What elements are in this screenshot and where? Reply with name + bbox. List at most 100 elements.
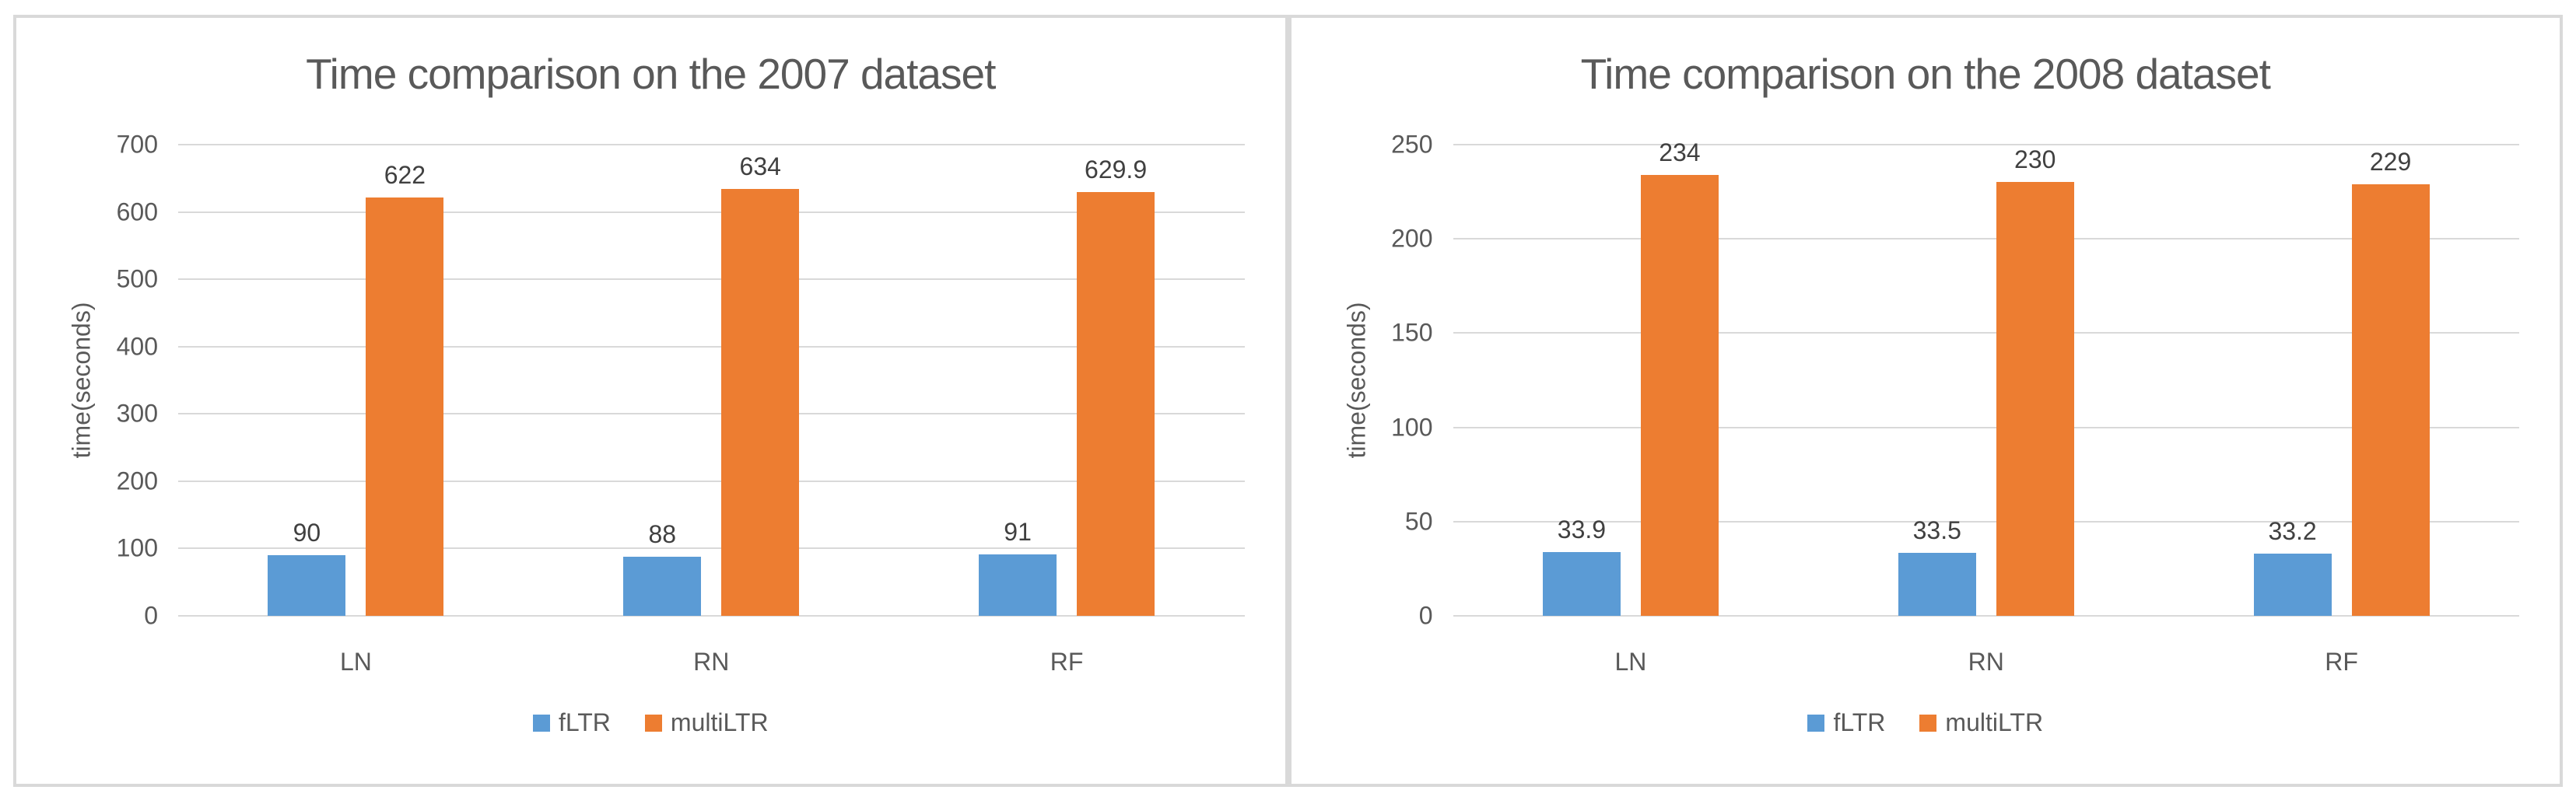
bar-value-label: 629.9 — [1085, 155, 1148, 184]
bar-multiltr — [1996, 182, 2074, 616]
chart-title: Time comparison on the 2008 dataset — [1580, 50, 2271, 98]
bar-value-label: 229 — [2369, 147, 2412, 176]
bar-cluster-rn: 33.5 230 — [1898, 145, 2074, 616]
bar-slot: 90 — [268, 145, 346, 616]
y-axis-title: time(seconds) — [67, 302, 96, 459]
legend-item-multiltr: multiLTR — [644, 708, 769, 737]
y-tick-label: 300 — [116, 399, 158, 428]
bar-multiltr — [366, 197, 444, 616]
bar-slot: 230 — [1996, 145, 2074, 616]
legend-swatch-fltr — [532, 714, 550, 732]
plot-area: 0 100 200 300 400 500 600 700 90 622 88 634 91 629.9 — [117, 131, 1245, 630]
bar-value-label: 90 — [293, 519, 321, 547]
bar-slot: 33.2 — [2253, 145, 2332, 616]
x-category-label: LN — [339, 648, 372, 676]
bar-value-label: 234 — [1659, 138, 1701, 166]
x-category-label: RN — [1968, 648, 2004, 676]
legend-item-fltr: fLTR — [532, 708, 611, 737]
bar-cluster-rf: 91 629.9 — [979, 145, 1155, 616]
plot-area: 0 50 100 150 200 250 33.9 234 33.5 230 33.2 229 — [1391, 131, 2519, 630]
bar-cluster-rf: 33.2 229 — [2253, 145, 2430, 616]
bar-value-label: 33.5 — [1912, 516, 1961, 544]
x-axis-category-labels: LN RN RF — [1453, 648, 2520, 682]
bar-slot: 91 — [979, 145, 1057, 616]
gridline — [1453, 238, 2519, 240]
gridline — [178, 211, 1245, 213]
bar-multiltr — [1640, 174, 1719, 616]
gridline — [178, 480, 1245, 482]
bar-cluster-ln: 33.9 234 — [1542, 138, 1719, 616]
bar-fltr — [979, 554, 1057, 616]
y-tick-label: 0 — [144, 601, 158, 630]
bar-value-label: 622 — [384, 160, 426, 189]
bar-slot: 33.5 — [1898, 145, 1976, 616]
y-tick-label: 250 — [1391, 130, 1433, 159]
bar-multiltr — [2351, 184, 2430, 616]
legend-label: fLTR — [1833, 708, 1886, 736]
x-category-label: RF — [1050, 648, 1084, 676]
bar-value-label: 33.2 — [2268, 516, 2317, 545]
bar-cluster-ln: 90 622 — [268, 145, 444, 616]
y-tick-label: 100 — [116, 533, 158, 562]
bar-slot: 234 — [1640, 138, 1719, 616]
y-tick-label: 0 — [1418, 601, 1433, 630]
bar-slot: 33.9 — [1542, 145, 1621, 616]
bar-multiltr — [721, 189, 800, 616]
chart-title: Time comparison on the 2007 dataset — [306, 50, 996, 98]
bar-slot: 229 — [2351, 145, 2430, 616]
legend-label: multiLTR — [670, 708, 769, 736]
y-tick-label: 200 — [1391, 224, 1433, 253]
gridline — [1453, 615, 2519, 617]
bar-multiltr — [1077, 191, 1155, 616]
y-axis-title: time(seconds) — [1342, 302, 1370, 459]
y-tick-label: 50 — [1404, 507, 1433, 536]
legend-item-fltr: fLTR — [1807, 708, 1885, 737]
bar-fltr — [623, 556, 702, 616]
y-tick-label: 200 — [116, 467, 158, 495]
bar-slot: 629.9 — [1077, 145, 1155, 616]
bar-value-label: 634 — [739, 152, 781, 181]
x-category-label: RN — [693, 648, 730, 676]
gridline — [1453, 144, 2519, 145]
gridline — [178, 278, 1245, 281]
y-tick-label: 700 — [116, 130, 158, 159]
bar-fltr — [268, 555, 346, 616]
legend-swatch-fltr — [1807, 714, 1825, 732]
bar-value-label: 91 — [1004, 518, 1032, 547]
y-tick-label: 500 — [116, 264, 158, 293]
legend-label: fLTR — [558, 708, 611, 736]
x-category-label: RF — [2325, 648, 2358, 676]
legend-swatch-multiltr — [644, 714, 662, 732]
gridline — [1453, 426, 2519, 428]
legend-label: multiLTR — [1945, 708, 2044, 736]
gridline — [178, 615, 1245, 617]
y-tick-label: 150 — [1391, 318, 1433, 347]
y-tick-label: 100 — [1391, 413, 1433, 442]
gridline — [178, 144, 1245, 145]
bar-value-label: 33.9 — [1557, 515, 1607, 544]
gridline — [1453, 332, 2519, 334]
y-tick-label: 400 — [116, 332, 158, 361]
bar-fltr — [2253, 553, 2332, 616]
legend: fLTR multiLTR — [16, 708, 1285, 737]
bar-slot: 634 — [721, 145, 800, 616]
gridline — [178, 413, 1245, 415]
legend-swatch-multiltr — [1919, 714, 1937, 732]
bar-fltr — [1898, 552, 1976, 616]
bar-cluster-rn: 88 634 — [623, 145, 800, 616]
x-category-label: LN — [1614, 648, 1647, 676]
chart-panel-2007: Time comparison on the 2007 dataset time… — [13, 15, 1288, 787]
x-axis-category-labels: LN RN RF — [178, 648, 1245, 682]
chart-panel-2008: Time comparison on the 2008 dataset time… — [1288, 15, 2563, 787]
gridline — [178, 345, 1245, 348]
gridline — [178, 547, 1245, 550]
bar-fltr — [1542, 551, 1621, 616]
bar-value-label: 230 — [2014, 145, 2056, 174]
y-tick-label: 600 — [116, 198, 158, 226]
gridline — [1453, 520, 2519, 523]
bar-value-label: 88 — [648, 519, 677, 548]
legend-item-multiltr: multiLTR — [1919, 708, 2043, 737]
bar-slot: 88 — [623, 145, 702, 616]
bar-slot: 622 — [366, 145, 444, 616]
